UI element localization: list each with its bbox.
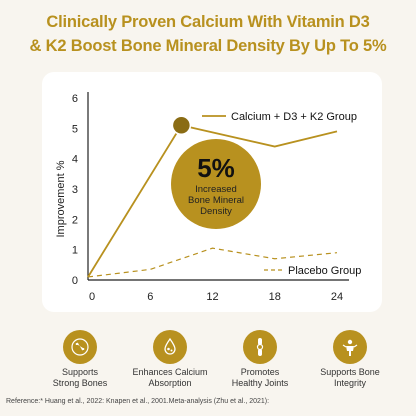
headline-line-2: & K2 Boost Bone Mineral Density By Up To… <box>29 37 387 55</box>
feature-label: Supports Bone Integrity <box>300 367 400 389</box>
x-tick-label: 12 <box>206 291 218 303</box>
calcium-absorption-icon <box>153 330 187 364</box>
feature-label-line-2: Integrity <box>333 378 366 388</box>
feature-label-line-1: Supports Bone <box>320 367 380 377</box>
annotation-value: 5% <box>197 153 235 183</box>
annotation-text: Increased <box>195 184 237 195</box>
feature-label: Promotes Healthy Joints <box>210 367 310 389</box>
feature-label: Enhances Calcium Absorption <box>120 367 220 389</box>
legend-label-placebo: Placebo Group <box>288 265 361 277</box>
bone-integrity-icon <box>333 330 367 364</box>
peak-marker <box>171 115 192 136</box>
feature-row: Supports Strong Bones Enhances Calcium A… <box>0 330 416 390</box>
series-line-placebo <box>87 247 338 278</box>
x-tick-label: 0 <box>89 291 95 303</box>
y-tick-label: 0 <box>72 275 78 287</box>
y-tick-label: 1 <box>72 245 78 257</box>
feature-bone-integrity: Supports Bone Integrity <box>300 330 400 389</box>
y-tick-label: 6 <box>72 93 78 105</box>
series-line-calcium-d3-k2 <box>87 124 338 278</box>
feature-strong-bones: Supports Strong Bones <box>30 330 130 389</box>
feature-calcium-absorption: Enhances Calcium Absorption <box>120 330 220 389</box>
legend-label-calcium-d3-k2: Calcium + D3 + K2 Group <box>231 111 357 123</box>
y-tick-label: 2 <box>72 214 78 226</box>
feature-label-line-2: Strong Bones <box>52 378 108 388</box>
chart-card: 0 1 2 3 4 5 6 0 6 12 18 24 Improvement % Calcium + D3… <box>42 72 382 312</box>
annotation-text: Bone Mineral <box>188 195 244 206</box>
y-axis-label: Improvement % <box>55 160 67 237</box>
headline: Clinically Proven Calcium With Vitamin D… <box>0 10 416 58</box>
x-tick-label: 18 <box>269 291 281 303</box>
feature-label-line-1: Enhances Calcium <box>132 367 208 377</box>
x-tick-label: 24 <box>331 291 343 303</box>
x-tick-label: 6 <box>147 291 153 303</box>
feature-healthy-joints: Promotes Healthy Joints <box>210 330 310 389</box>
reference-note: Reference:* Huang et al., 2022: Knapen e… <box>6 398 270 405</box>
feature-label-line-2: Healthy Joints <box>231 378 289 388</box>
joint-icon <box>243 330 277 364</box>
feature-label-line-2: Absorption <box>148 378 192 388</box>
feature-label-line-1: Supports <box>61 367 99 377</box>
feature-label: Supports Strong Bones <box>30 367 130 389</box>
headline-line-1: Clinically Proven Calcium With Vitamin D… <box>46 13 370 31</box>
y-tick-label: 5 <box>72 123 78 135</box>
feature-label-line-1: Promotes <box>240 367 280 377</box>
y-tick-label: 3 <box>72 184 78 196</box>
annotation-badge <box>171 139 261 229</box>
bone-icon <box>63 330 97 364</box>
annotation-text: Density <box>200 206 232 217</box>
y-tick-label: 4 <box>72 154 78 166</box>
